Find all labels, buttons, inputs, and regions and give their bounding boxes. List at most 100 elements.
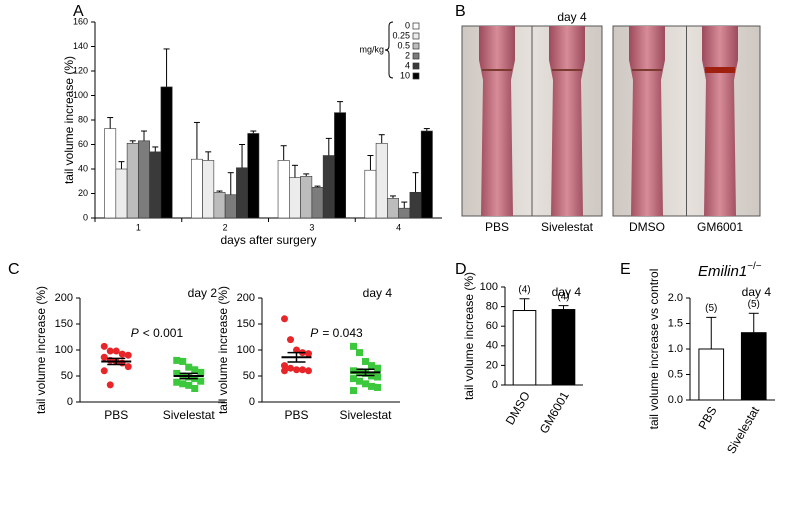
bar [213, 191, 226, 219]
y-tick-label: 80 [78, 114, 88, 124]
bar [409, 191, 422, 219]
bar [375, 142, 388, 219]
y-tick-label: 0 [67, 396, 73, 408]
y-tick-label: 100 [237, 344, 255, 356]
y-tick-label: 0 [249, 396, 255, 408]
legend-label: 2 [405, 50, 410, 60]
y-tick-label: 2.0 [668, 292, 683, 304]
y-tick-label: 0 [83, 212, 88, 222]
data-point [374, 383, 381, 391]
y-tick-label: 1.5 [668, 317, 683, 329]
annotation: P < 0.001 [131, 326, 184, 340]
plot-title: day 4 [363, 286, 393, 300]
bar [311, 187, 324, 219]
data-point [350, 375, 357, 383]
x-tick-label: Sivelestat [339, 408, 392, 422]
n-label: (5) [748, 299, 760, 310]
bar [277, 160, 290, 219]
title-sup: −/− [747, 261, 762, 272]
panel-letter: D [455, 261, 467, 278]
data-point [281, 362, 288, 370]
bar [224, 194, 237, 219]
bar [740, 332, 767, 401]
y-tick-label: 150 [237, 318, 255, 330]
data-point [185, 381, 193, 389]
data-point [124, 351, 132, 359]
annotation-p: P [131, 326, 139, 340]
bar [334, 112, 347, 219]
bar [138, 140, 150, 219]
data-point [356, 377, 363, 385]
y-axis-label: tail volume increase (%) [62, 56, 76, 184]
data-point [299, 366, 306, 374]
plot-title: day 2 [188, 286, 218, 300]
data-point [191, 366, 199, 374]
panel-letter: B [455, 3, 466, 20]
n-label: (4) [557, 291, 569, 302]
data-point [362, 357, 369, 365]
x-tick-label: Sivelestat [724, 404, 762, 457]
bar [364, 169, 377, 219]
y-tick-label: 100 [480, 281, 498, 293]
x-tick-label: PBS [104, 408, 128, 422]
x-tick-label: 2 [223, 222, 228, 232]
legend-label: 10 [400, 70, 410, 80]
bar [420, 130, 433, 219]
data-point [179, 380, 187, 388]
bar [289, 177, 301, 219]
data-point [100, 342, 108, 350]
plot-title: Emilin1−/− [698, 261, 762, 280]
bar [126, 142, 139, 219]
bar [512, 310, 537, 386]
y-tick-label: 160 [73, 16, 88, 26]
annotation-p: P [310, 326, 318, 340]
bar [698, 348, 725, 401]
x-tick-label: PBS [284, 408, 308, 422]
data-point [287, 336, 294, 344]
data-point [368, 362, 375, 370]
data-point [179, 357, 187, 365]
legend-swatch [412, 52, 420, 60]
bar [247, 133, 260, 219]
x-tick-label: 4 [396, 222, 401, 232]
data-point [106, 381, 114, 389]
data-point [374, 364, 381, 372]
bar [202, 160, 215, 219]
bar [115, 168, 128, 219]
bar [551, 309, 576, 386]
data-point [287, 364, 294, 372]
data-point [305, 350, 312, 358]
y-tick-label: 50 [243, 370, 255, 382]
title-main: Emilin1 [698, 263, 747, 280]
image-title: day 4 [557, 10, 587, 24]
bar [398, 207, 411, 219]
data-point [350, 387, 357, 395]
legend-swatch [412, 32, 420, 40]
data-point [124, 363, 132, 371]
x-tick-label: PBS [695, 404, 719, 432]
y-tick-label: 80 [486, 301, 498, 313]
y-axis-label: tail volume increase (%) [216, 286, 230, 414]
legend-label: 0 [405, 20, 410, 30]
bar [149, 151, 162, 219]
data-point [112, 347, 120, 355]
image-label: Sivelestat [541, 220, 594, 234]
y-tick-label: 100 [73, 90, 88, 100]
data-point [197, 377, 205, 385]
plot-subtitle: day 4 [742, 285, 772, 299]
y-tick-label: 200 [237, 292, 255, 304]
panel-letter: A [73, 3, 84, 20]
y-tick-label: 40 [486, 340, 498, 352]
legend-swatch [412, 22, 420, 30]
y-tick-label: 0.5 [668, 368, 683, 380]
legend-brace [384, 21, 394, 79]
tail [702, 26, 738, 216]
bar [190, 158, 203, 219]
y-tick-label: 60 [78, 139, 88, 149]
y-tick-label: 0 [492, 379, 498, 391]
data-point [350, 342, 357, 350]
y-axis-label: tail volume increase (%) [462, 272, 476, 400]
data-point [350, 367, 357, 375]
x-tick-label: GM6001 [537, 389, 572, 436]
